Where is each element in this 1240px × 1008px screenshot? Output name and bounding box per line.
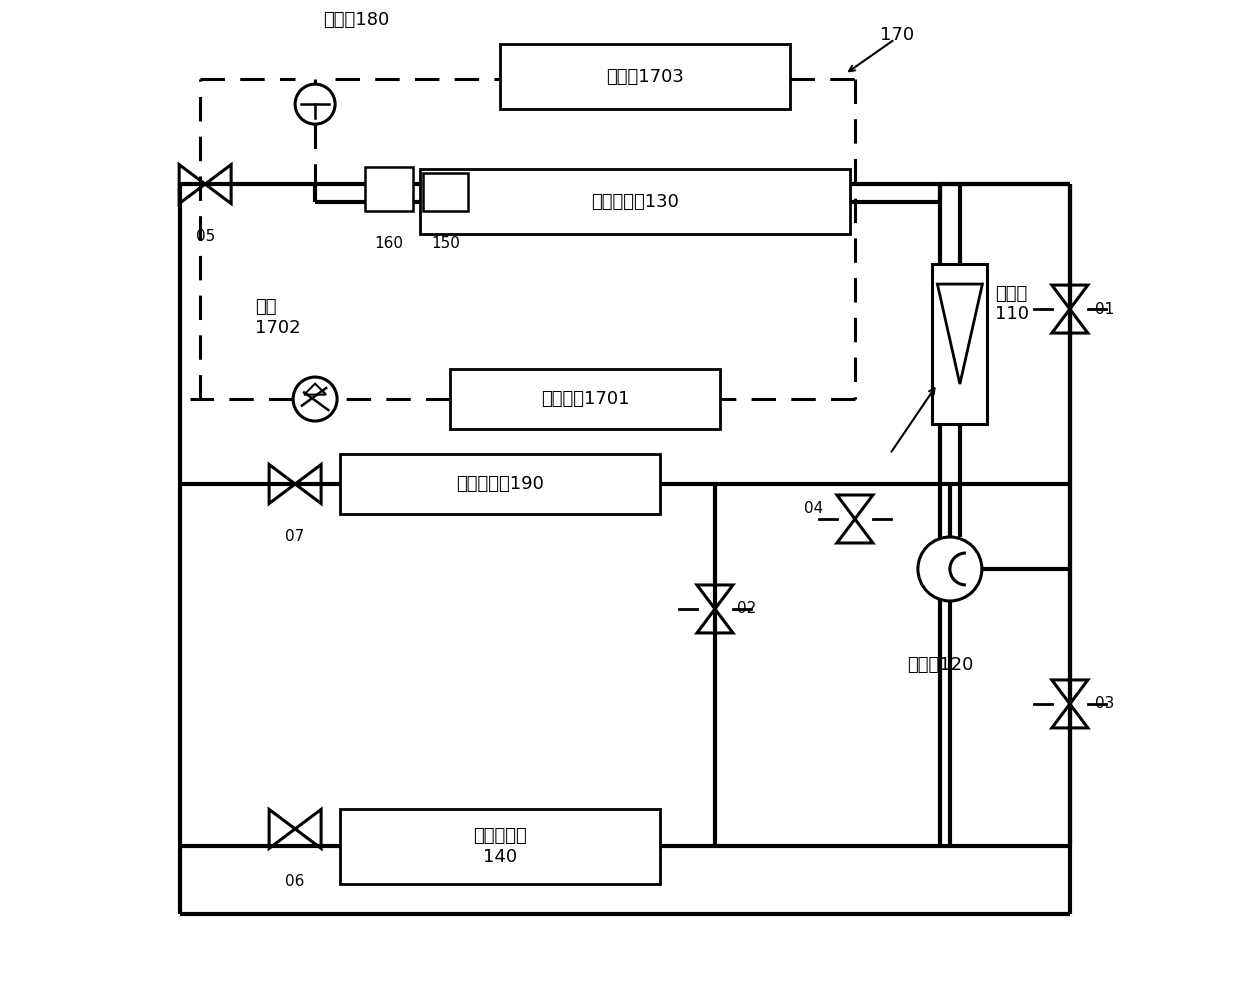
- Text: 04: 04: [804, 502, 823, 516]
- Circle shape: [295, 84, 335, 124]
- Circle shape: [918, 537, 982, 601]
- Bar: [450, 369, 720, 429]
- Text: 150: 150: [432, 236, 460, 251]
- Text: 车外换热器130: 车外换热器130: [591, 193, 680, 211]
- Bar: [365, 167, 413, 211]
- Text: 02: 02: [737, 602, 756, 617]
- Bar: [420, 169, 849, 234]
- Text: 160: 160: [374, 236, 403, 251]
- Text: 01: 01: [1095, 301, 1114, 317]
- Text: 换向阀120: 换向阀120: [906, 656, 973, 674]
- Bar: [340, 454, 660, 514]
- Bar: [423, 173, 467, 211]
- Text: 动力系统1701: 动力系统1701: [541, 390, 629, 408]
- Text: 散热器1703: 散热器1703: [606, 68, 684, 86]
- Text: 压缩机
110: 压缩机 110: [994, 284, 1029, 324]
- Bar: [932, 264, 987, 424]
- Text: 170: 170: [880, 26, 914, 44]
- Text: 03: 03: [1095, 697, 1115, 712]
- Text: 三通阀180: 三通阀180: [324, 11, 389, 29]
- Text: 电池换热器
140: 电池换热器 140: [474, 827, 527, 866]
- Bar: [340, 808, 660, 884]
- Text: 水泵
1702: 水泵 1702: [255, 298, 301, 337]
- Bar: [500, 44, 790, 109]
- Text: 07: 07: [285, 529, 305, 544]
- Text: 06: 06: [285, 874, 305, 889]
- Text: 05: 05: [196, 229, 215, 244]
- Circle shape: [293, 377, 337, 421]
- Text: 车内换热器190: 车内换热器190: [456, 475, 544, 493]
